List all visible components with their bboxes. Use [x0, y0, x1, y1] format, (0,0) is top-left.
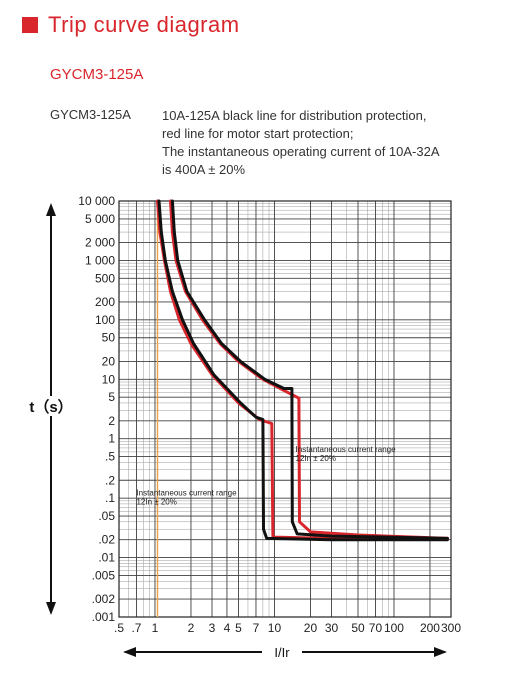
- y-tick-label: 20: [102, 354, 116, 368]
- y-tick-label: 5: [108, 390, 115, 404]
- y-tick-label: .01: [98, 551, 115, 565]
- y-tick-label: .2: [105, 473, 115, 487]
- y-tick-label: 2 000: [85, 236, 115, 250]
- y-tick-label: .02: [98, 533, 115, 547]
- x-axis-label: I/Ir: [274, 645, 290, 660]
- distribution-curve: [157, 199, 449, 542]
- y-tick-label: 1 000: [85, 253, 115, 267]
- distribution-curve: [170, 199, 449, 540]
- annotation-label: Instantaneous current range: [136, 489, 237, 498]
- annotation-value: 12In ± 20%: [296, 454, 336, 463]
- y-tick-label: 200: [95, 295, 115, 309]
- x-tick-label: 20: [304, 621, 318, 635]
- description-model: GYCM3-125A: [50, 107, 131, 122]
- description-line: is 400A ± 20%: [162, 162, 246, 177]
- y-tick-label: 10 000: [78, 194, 115, 208]
- x-axis-arrow-left: [123, 647, 136, 657]
- annotation-label: Instantaneous current range: [296, 445, 397, 454]
- annotation-value: 12In ± 20%: [136, 498, 176, 507]
- y-tick-label: 50: [102, 331, 116, 345]
- title-bar: Trip curve diagram: [22, 12, 240, 38]
- description-line: 10A-125A black line for distribution pro…: [162, 108, 427, 123]
- x-tick-label: 200: [420, 621, 440, 635]
- y-tick-label: 2: [108, 414, 115, 428]
- x-tick-label: 10: [268, 621, 282, 635]
- title-marker: [22, 17, 38, 33]
- x-tick-label: 2: [188, 621, 195, 635]
- x-tick-label: 4: [224, 621, 231, 635]
- y-tick-label: .002: [92, 592, 116, 606]
- y-tick-label: .005: [92, 568, 116, 582]
- x-tick-label: 50: [351, 621, 365, 635]
- x-tick-label: 5: [235, 621, 242, 635]
- y-tick-label: 1: [108, 432, 115, 446]
- x-tick-label: 1: [152, 621, 159, 635]
- description-line: The instantaneous operating current of 1…: [162, 144, 440, 159]
- x-label-bg: [262, 643, 302, 661]
- y-axis-arrow-down: [46, 602, 56, 615]
- y-tick-label: .001: [92, 610, 116, 624]
- x-tick-label: 70: [369, 621, 383, 635]
- y-tick-label: 10: [102, 372, 116, 386]
- x-tick-label: .5: [114, 621, 124, 635]
- x-tick-label: .7: [131, 621, 141, 635]
- page-title: Trip curve diagram: [48, 12, 240, 37]
- y-tick-label: .05: [98, 509, 115, 523]
- model-heading: GYCM3-125A: [50, 66, 144, 83]
- x-tick-label: 30: [325, 621, 339, 635]
- y-tick-label: .1: [105, 491, 115, 505]
- x-tick-label: 300: [441, 621, 461, 635]
- plot-frame: [118, 200, 452, 618]
- y-tick-label: 500: [95, 271, 115, 285]
- x-axis-arrow-right: [434, 647, 447, 657]
- y-axis-label: t（s）: [29, 398, 72, 416]
- x-tick-label: 100: [384, 621, 404, 635]
- y-tick-label: 100: [95, 313, 115, 327]
- y-tick-label: 5 000: [85, 212, 115, 226]
- description-line: red line for motor start protection;: [162, 126, 354, 141]
- x-tick-label: 3: [209, 621, 216, 635]
- y-tick-label: .5: [105, 450, 115, 464]
- y-label-bg: [39, 396, 87, 416]
- y-axis-arrow-up: [46, 203, 56, 216]
- description-text: 10A-125A black line for distribution pro…: [162, 107, 440, 179]
- x-tick-label: 7: [253, 621, 260, 635]
